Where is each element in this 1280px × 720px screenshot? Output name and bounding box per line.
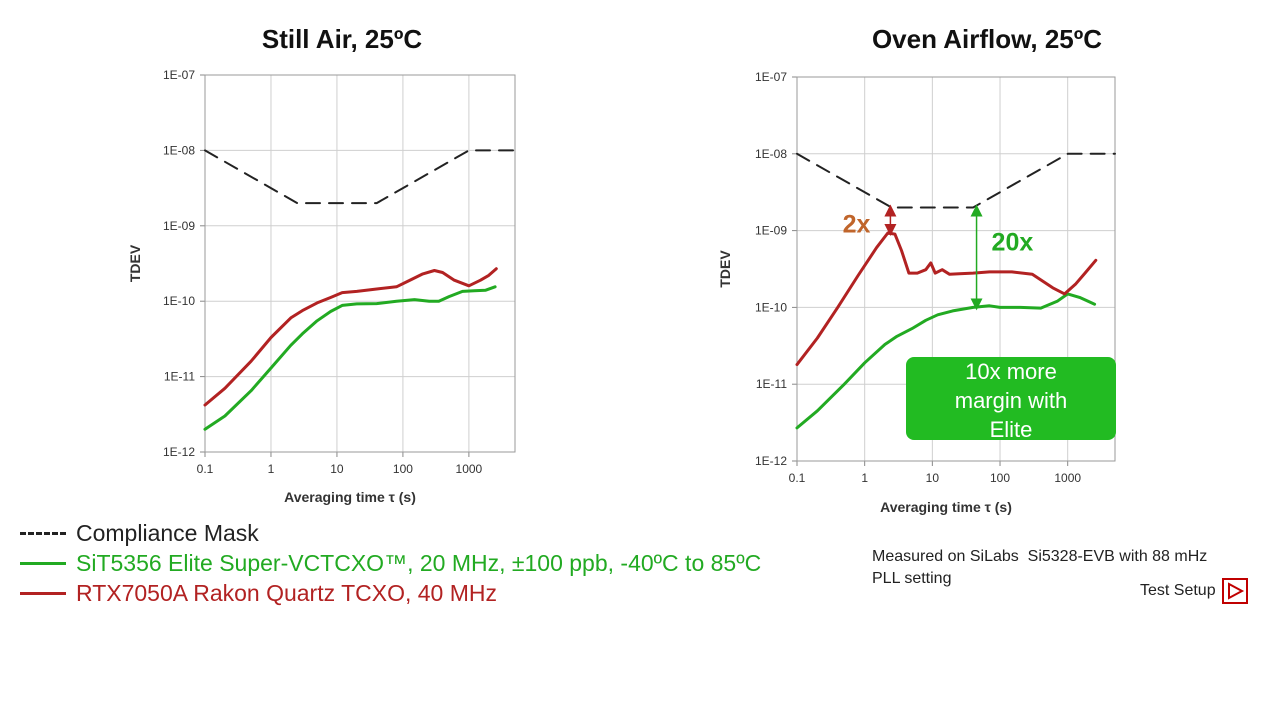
x-tick-label: 1 bbox=[861, 471, 868, 485]
legend-label-mask: Compliance Mask bbox=[76, 519, 259, 546]
play-triangle bbox=[1227, 582, 1244, 600]
x-axis-label: Averaging time τ (s) bbox=[284, 489, 416, 505]
callout-box bbox=[906, 357, 1116, 440]
series-sit5356-elite bbox=[203, 285, 497, 431]
y-tick-label: 1E-11 bbox=[164, 370, 195, 384]
label-20x: 20x bbox=[992, 228, 1034, 256]
test-setup-label[interactable]: Test Setup bbox=[1140, 582, 1216, 599]
series-compliance-mask bbox=[204, 149, 516, 205]
y-axis-label: TDEV bbox=[717, 250, 733, 288]
y-tick-label: 1E-09 bbox=[163, 219, 195, 233]
callout-line: margin with bbox=[955, 388, 1067, 413]
test-setup-link[interactable]: Test Setup bbox=[1140, 578, 1248, 604]
plot-frame bbox=[796, 76, 1116, 462]
series-sit5356-elite bbox=[795, 292, 1097, 430]
x-tick-label: 10 bbox=[330, 462, 344, 476]
y-tick-label: 1E-10 bbox=[755, 300, 787, 314]
y-tick-label: 1E-12 bbox=[163, 445, 195, 459]
y-tick-label: 1E-08 bbox=[163, 143, 195, 157]
measurement-note: Measured on SiLabs Si5328-EVB with 88 mH… bbox=[872, 546, 1262, 590]
series-rtx7050a-rakon bbox=[795, 231, 1098, 367]
x-axis-label: Averaging time τ (s) bbox=[880, 499, 1012, 515]
x-tick-label: 10 bbox=[926, 471, 940, 485]
x-tick-label: 1 bbox=[268, 462, 275, 476]
chart-title-still-air: Still Air, 25ºC bbox=[262, 24, 422, 54]
plot-frame bbox=[204, 74, 516, 453]
y-tick-label: 1E-10 bbox=[163, 294, 195, 308]
x-tick-label: 0.1 bbox=[789, 471, 806, 485]
y-axis-label: TDEV bbox=[127, 244, 143, 282]
legend: Compliance Mask SiT5356 Elite Super-VCTC… bbox=[20, 518, 761, 608]
legend-swatch-elite bbox=[20, 561, 66, 565]
note-line-1: Measured on SiLabs Si5328-EVB with 88 mH… bbox=[872, 548, 1208, 565]
legend-swatch-rakon bbox=[20, 591, 66, 595]
x-tick-label: 1000 bbox=[456, 462, 483, 476]
note-line-2: PLL setting bbox=[872, 570, 952, 587]
x-tick-label: 1000 bbox=[1054, 471, 1081, 485]
x-tick-label: 100 bbox=[990, 471, 1010, 485]
y-tick-label: 1E-07 bbox=[163, 68, 195, 82]
label-2x: 2x bbox=[843, 211, 871, 239]
chart-title-oven-airflow: Oven Airflow, 25ºC bbox=[872, 24, 1102, 54]
play-icon[interactable] bbox=[1221, 578, 1248, 604]
x-tick-label: 0.1 bbox=[197, 462, 214, 476]
y-tick-label: 1E-12 bbox=[755, 454, 787, 468]
legend-label-elite: SiT5356 Elite Super-VCTCXO™, 20 MHz, ±10… bbox=[76, 549, 762, 576]
series-rtx7050a-rakon bbox=[203, 267, 498, 407]
chart-oven-airflow: Oven Airflow, 25ºC1E-121E-111E-101E-091E… bbox=[717, 24, 1116, 515]
chart-still-air: Still Air, 25ºC 1E-12 1E-11 1E-10 1E-09 1E-08… bbox=[127, 24, 516, 505]
legend-item-elite: SiT5356 Elite Super-VCTCXO™, 20 MHz, ±10… bbox=[20, 548, 761, 578]
y-tick-label: 1E-09 bbox=[755, 224, 787, 238]
y-tick-label: 1E-08 bbox=[755, 147, 787, 161]
legend-swatch-mask bbox=[20, 531, 66, 535]
callout-line: 10x more bbox=[965, 359, 1057, 384]
x-tick-label: 100 bbox=[393, 462, 413, 476]
legend-item-mask: Compliance Mask bbox=[20, 518, 761, 548]
y-tick-label: 1E-07 bbox=[755, 70, 787, 84]
callout-line: Elite bbox=[990, 417, 1033, 442]
legend-item-rakon: RTX7050A Rakon Quartz TCXO, 40 MHz bbox=[20, 578, 761, 608]
y-tick-label: 1E-11 bbox=[756, 377, 787, 391]
legend-label-rakon: RTX7050A Rakon Quartz TCXO, 40 MHz bbox=[76, 579, 497, 606]
